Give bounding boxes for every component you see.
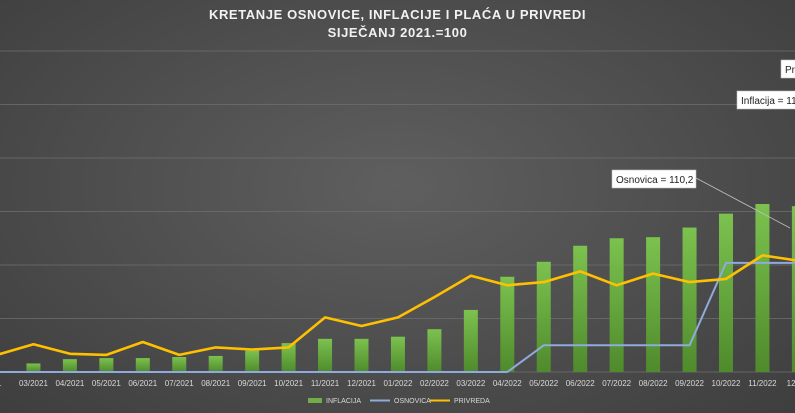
x-tick-label: 09/2022 [675,379,704,388]
inflacija-bar [26,363,41,372]
x-tick-label: 04/2021 [55,379,84,388]
series-lines [0,254,795,373]
x-tick-label: 06/2022 [566,379,595,388]
x-tick-label: 02/2022 [420,379,449,388]
inflacija-bar [318,338,333,372]
inflacija-bar [172,357,187,372]
x-axis-ticks: 21 03/2021 04/2021 05/2021 06/2021 07/2021 08/… [0,379,795,388]
inflacija-bar [208,355,223,372]
x-tick-label: 11/2022 [748,379,777,388]
inflacija-bar [427,329,442,372]
x-tick-label: 12/2021 [347,379,376,388]
x-tick-label: 01/2022 [383,379,412,388]
callout-box [611,169,697,189]
x-tick-label: 12/202 [787,379,795,388]
legend-swatch-inflacija [308,398,322,403]
x-tick-label: 04/2022 [493,379,522,388]
x-tick-label: 08/2022 [639,379,668,388]
x-tick-label: 07/2022 [602,379,631,388]
legend-label: INFLACIJA [326,398,361,405]
inflacija-bar [682,227,697,372]
legend: INFLACIJA OSNOVICA PRIVREDA [308,398,490,405]
inflacija-bar [755,204,770,372]
chart-title: KRETANJE OSNOVICE, INFLACIJE I PLAĆA U P… [208,7,587,22]
osnovica-line [0,261,795,373]
inflacija-bar [281,343,296,372]
callout-label: Osnovica = 110,2 [616,175,694,186]
inflacija-bar [573,245,588,372]
inflacija-bar [500,276,515,372]
callouts: Osnovica = 110,2 Inflacija = 11 Pr [611,59,795,229]
callout-box [780,59,795,79]
inflacija-bar [99,358,114,372]
x-tick-label: 09/2021 [238,379,267,388]
callout-leader [695,177,791,229]
inflacija-bar [245,350,260,372]
x-tick-label: 05/2021 [92,379,121,388]
x-tick-label: 21 [0,379,2,388]
inflacija-bar [354,338,369,372]
inflacija-bar [791,206,795,372]
inflacija-bar [646,237,661,372]
inflacija-bars [26,204,795,372]
inflacija-bar [390,336,405,372]
callout-label: Inflacija = 11 [741,96,795,107]
inflacija-bar [536,261,551,372]
chart-subtitle: SIJEČANJ 2021.=100 [327,25,468,40]
inflacija-bar [719,213,733,372]
legend-label: OSNOVICA [394,398,431,405]
inflacija-bar [609,238,624,372]
legend-label: PRIVREDA [454,398,490,405]
gridlines [0,50,795,373]
x-tick-label: 03/2022 [456,379,485,388]
callout-box [736,90,795,110]
x-tick-label: 03/2021 [19,379,48,388]
privreda-line [0,254,795,357]
x-tick-label: 10/2021 [274,379,303,388]
x-tick-label: 08/2021 [201,379,230,388]
x-tick-label: 11/2021 [311,379,340,388]
inflacija-bar [62,359,77,372]
callout-label: Pr [785,65,795,76]
inflacija-bar [135,358,150,372]
x-tick-label: 06/2021 [128,379,157,388]
x-tick-label: 07/2021 [165,379,194,388]
x-tick-label: 10/2022 [712,379,741,388]
x-tick-label: 05/2022 [529,379,558,388]
inflacija-bar [463,309,478,372]
